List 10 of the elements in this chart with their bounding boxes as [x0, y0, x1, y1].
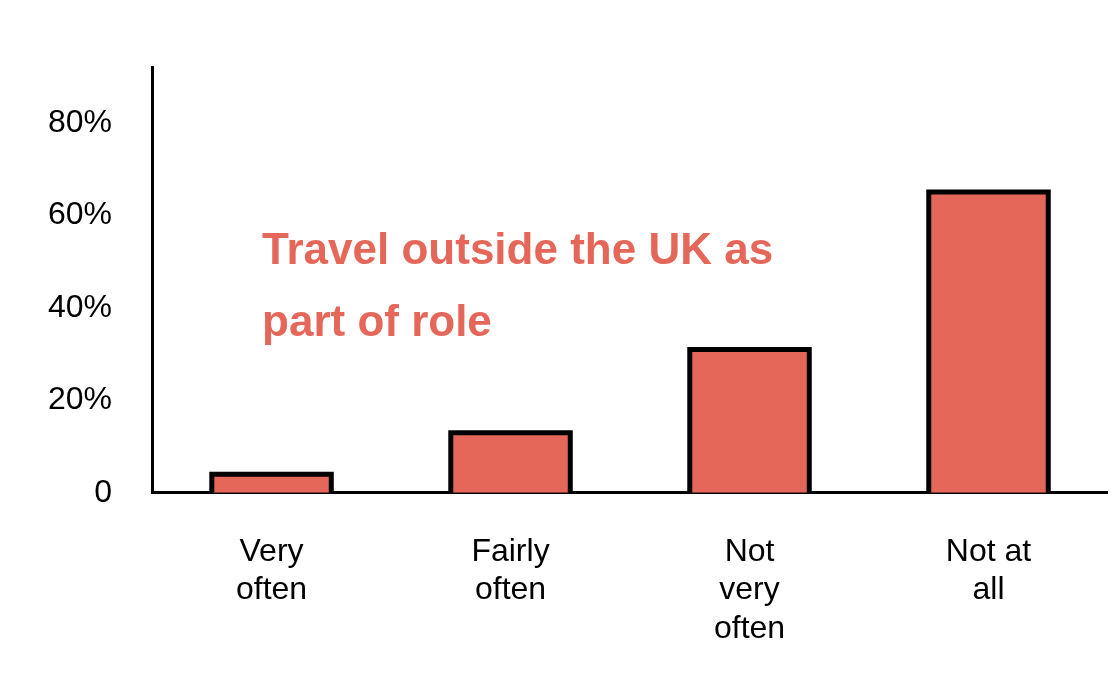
- text: Travel outside the UK as part of role: [262, 224, 774, 346]
- y-tick-label: 20%: [48, 380, 113, 417]
- x-tick-label: Not at all: [945, 531, 1032, 607]
- y-tick-label: 0: [94, 472, 113, 509]
- x-tick-label: Not very often: [713, 531, 786, 645]
- x-tick-label: Very often: [235, 531, 308, 607]
- x-tick-label: Fairly often: [471, 531, 550, 607]
- y-tick-label: 60%: [48, 195, 113, 232]
- y-tick-label: 40%: [48, 287, 113, 324]
- y-tick-label: 80%: [48, 102, 113, 139]
